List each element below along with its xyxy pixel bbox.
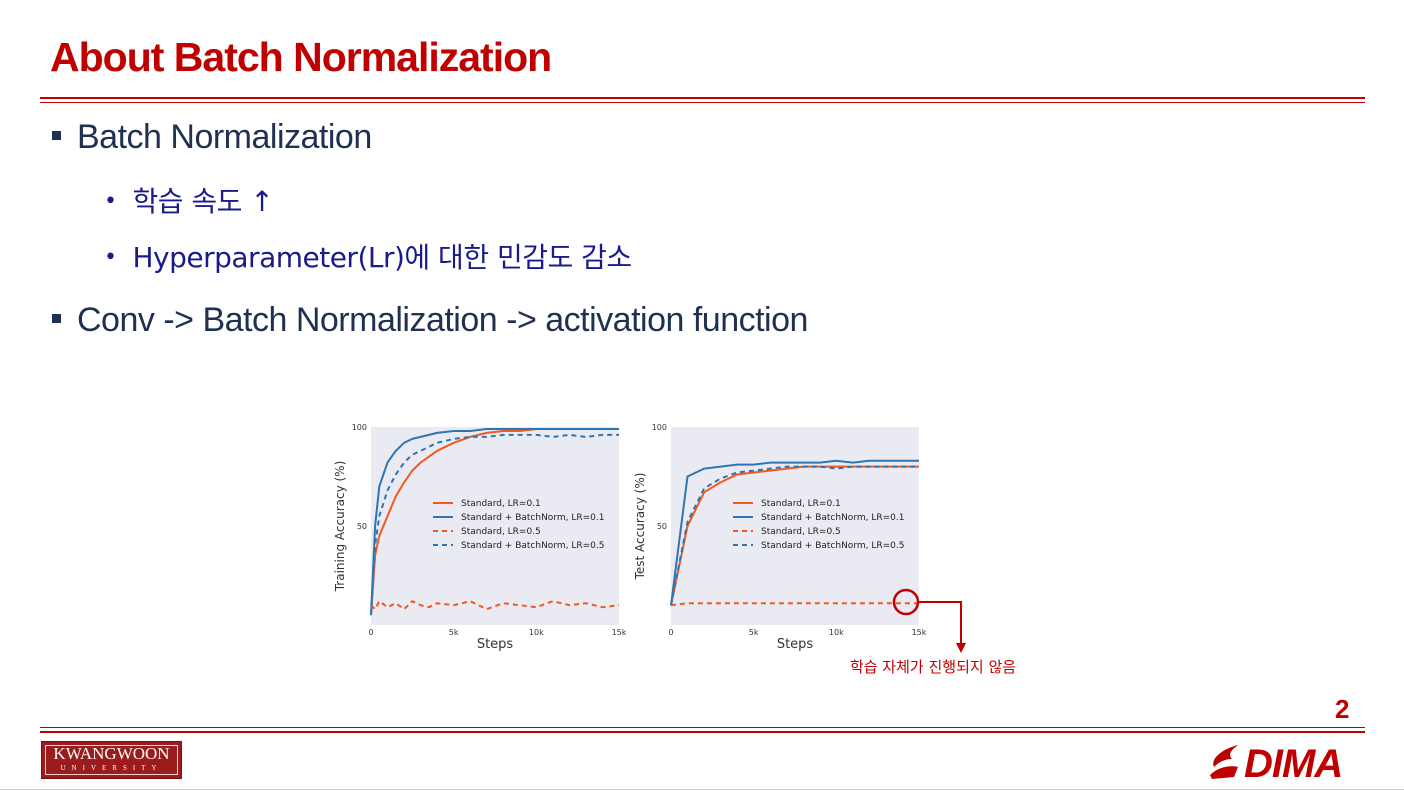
- legend-label: Standard, LR=0.5: [461, 527, 541, 537]
- plot-area: [371, 427, 619, 625]
- annotation-text: 학습 자체가 진행되지 않음: [850, 658, 1016, 676]
- footer-rule: [40, 731, 1365, 733]
- series-line: [370, 428, 619, 616]
- sub-bullet-item: • 학습 속도 ↑: [104, 180, 274, 220]
- bullet-text: Conv -> Batch Normalization -> activatio…: [77, 301, 808, 339]
- sub-bullet-item: • Hyperparameter(Lr)에 대한 민감도 감소: [104, 236, 632, 276]
- tick-labels: 0 5k 10k 15k 50 100: [652, 423, 927, 637]
- series-group: [370, 428, 620, 616]
- y-tick-label: 50: [357, 522, 367, 531]
- dot-bullet-icon: •: [104, 245, 117, 270]
- dima-logo-text: DIMA: [1244, 742, 1342, 783]
- x-tick-label: 10k: [829, 628, 844, 637]
- y-axis-label: Training Accuracy (%): [333, 461, 347, 593]
- kwangwoon-logo: KWANGWOON UNIVERSITY: [41, 741, 182, 779]
- chart-legend: Standard, LR=0.1 Standard + BatchNorm, LR…: [733, 499, 904, 551]
- square-bullet-icon: [52, 130, 61, 140]
- series-group: [670, 459, 919, 607]
- x-axis-label: Steps: [477, 637, 514, 652]
- bullet-text: Batch Normalization: [77, 118, 372, 156]
- chart-legend: Standard, LR=0.1 Standard + BatchNorm, LR…: [433, 499, 604, 551]
- series-line: [370, 433, 619, 616]
- logo-swoosh-icon: [1213, 745, 1238, 767]
- slide-title: About Batch Normalization: [50, 34, 552, 80]
- logo-text: KWANGWOON: [53, 744, 170, 763]
- y-axis-label: Test Accuracy (%): [633, 473, 647, 581]
- sub-bullet-text: Hyperparameter(Lr)에 대한 민감도 감소: [132, 241, 632, 274]
- dot-bullet-icon: •: [104, 189, 117, 214]
- training-accuracy-chart: 0 5k 10k 15k 50 100 Standard, LR=0.1 Standard …: [333, 423, 627, 652]
- test-accuracy-chart: 0 5k 10k 15k 50 100 Standard, LR=0.1 Standard …: [633, 423, 927, 652]
- y-tick-label: 50: [657, 522, 667, 531]
- y-tick-label: 100: [352, 423, 367, 432]
- logo-subtext: UNIVERSITY: [60, 764, 163, 772]
- logo-frame: [45, 745, 178, 775]
- x-tick-label: 15k: [912, 628, 927, 637]
- legend-label: Standard + BatchNorm, LR=0.5: [461, 541, 604, 551]
- x-axis-label: Steps: [777, 637, 814, 652]
- x-tick-label: 15k: [612, 628, 627, 637]
- x-tick-label: 0: [668, 628, 673, 637]
- x-tick-label: 10k: [529, 628, 544, 637]
- logo-swoosh-icon: [1210, 766, 1238, 779]
- legend-label: Standard + BatchNorm, LR=0.1: [461, 513, 604, 523]
- bullet-item: Batch Normalization: [52, 118, 372, 157]
- y-tick-label: 100: [652, 423, 667, 432]
- arrow-down-icon: [956, 643, 966, 653]
- sub-bullet-text: 학습 속도 ↑: [132, 185, 274, 218]
- legend-label: Standard, LR=0.1: [761, 499, 841, 509]
- x-tick-label: 5k: [749, 628, 759, 637]
- title-rule-thin: [40, 102, 1365, 103]
- plot-area: [671, 427, 919, 625]
- series-line: [370, 600, 620, 611]
- legend-label: Standard, LR=0.5: [761, 527, 841, 537]
- bullet-item: Conv -> Batch Normalization -> activatio…: [52, 301, 808, 340]
- title-rule: [40, 97, 1365, 99]
- tick-labels: 0 5k 10k 15k 50 100: [352, 423, 627, 637]
- x-tick-label: 5k: [449, 628, 459, 637]
- series-line: [670, 465, 919, 606]
- charts-figure: 0 5k 10k 15k 50 100 Standard, LR=0.1 Standard …: [333, 423, 1016, 676]
- x-tick-label: 0: [368, 628, 373, 637]
- dima-logo: DIMA: [1210, 742, 1343, 783]
- page-number: 2: [1335, 694, 1350, 724]
- legend-label: Standard, LR=0.1: [461, 499, 541, 509]
- footer-rule-thin: [40, 727, 1365, 728]
- series-line: [670, 459, 919, 606]
- legend-label: Standard + BatchNorm, LR=0.1: [761, 513, 904, 523]
- annotation-arrow-line: [918, 601, 962, 643]
- legend-label: Standard + BatchNorm, LR=0.5: [761, 541, 904, 551]
- annotation: 학습 자체가 진행되지 않음: [850, 588, 1016, 676]
- square-bullet-icon: [52, 313, 61, 323]
